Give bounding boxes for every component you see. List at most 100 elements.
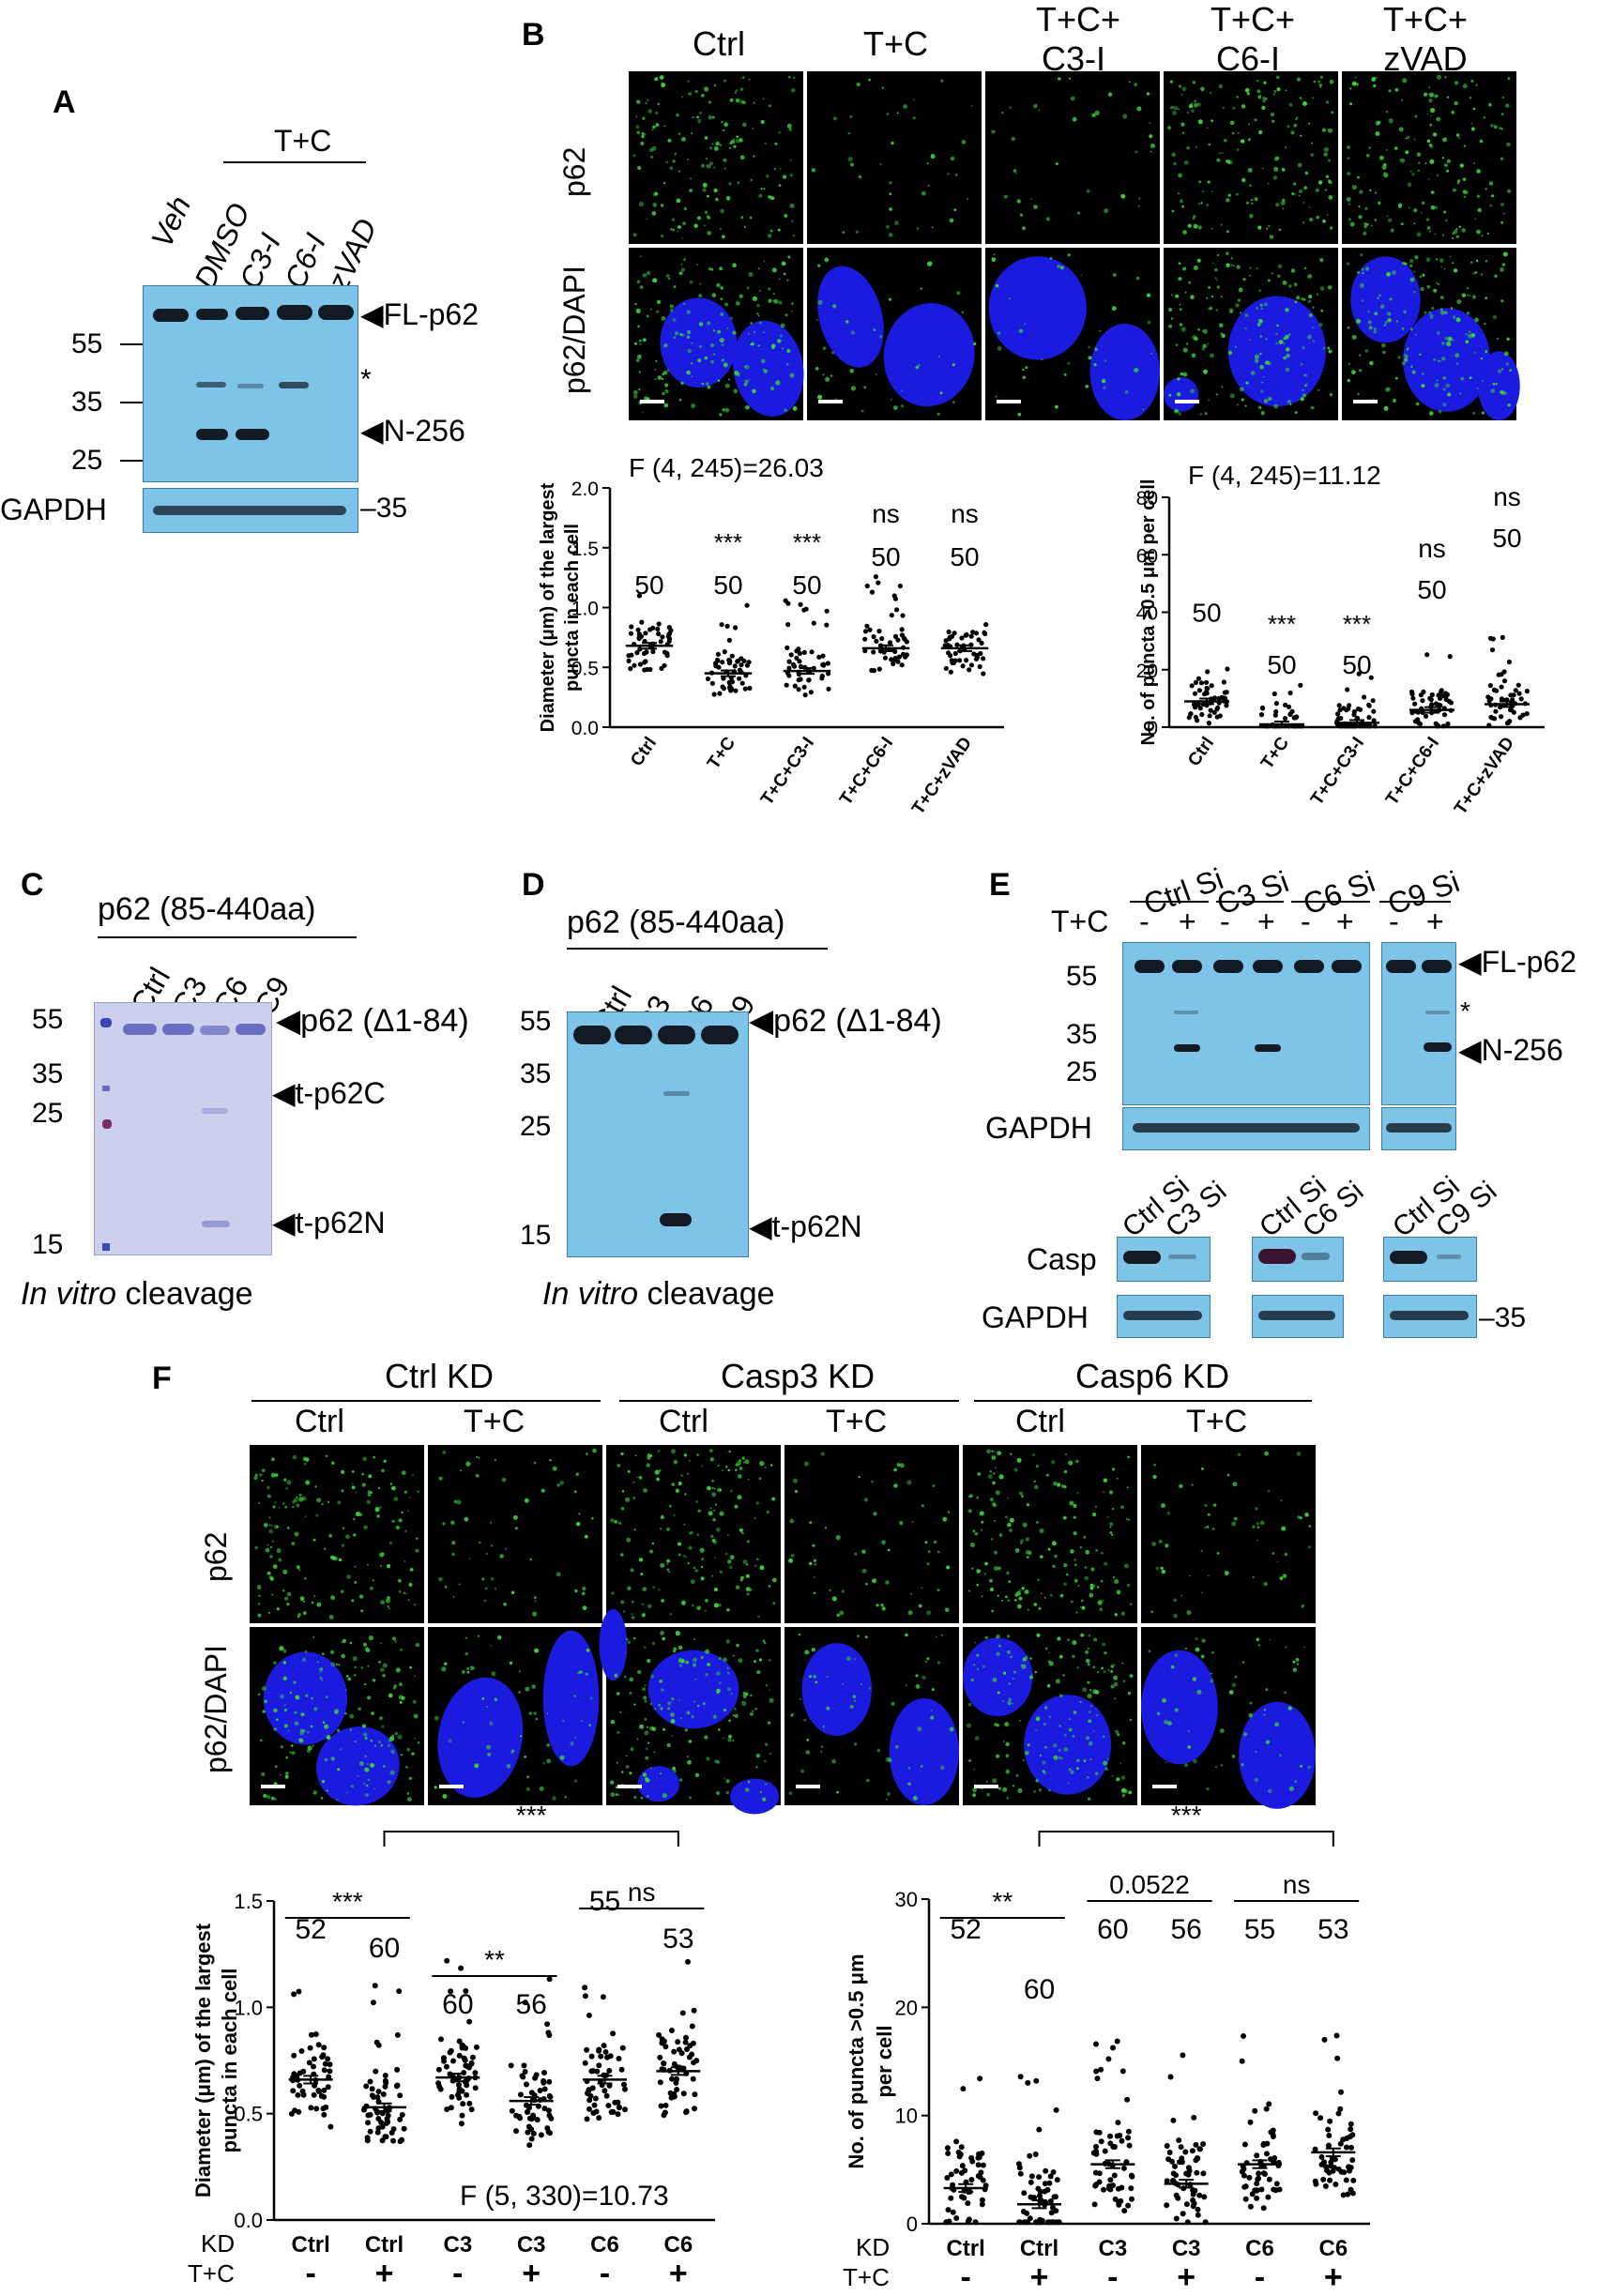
data-point	[375, 2042, 382, 2048]
data-point	[468, 2106, 475, 2113]
data-point	[726, 637, 732, 643]
y-axis-label: puncta in each cell	[562, 524, 583, 692]
row-label: p62	[557, 146, 591, 197]
y-tick-label: 80	[1136, 488, 1158, 509]
data-point	[1372, 723, 1378, 729]
data-point	[1345, 2191, 1351, 2197]
data-point	[1499, 672, 1504, 677]
n-label: 60	[369, 1933, 400, 1964]
data-point	[397, 2116, 404, 2122]
casp3-gapdh-blot	[1117, 1295, 1211, 1338]
data-point	[1440, 723, 1446, 729]
data-point	[1443, 696, 1449, 703]
data-point	[1289, 708, 1295, 714]
data-point	[871, 634, 876, 640]
data-point	[397, 2092, 404, 2099]
data-point	[374, 2129, 381, 2136]
data-point	[644, 649, 649, 655]
data-point	[825, 661, 830, 666]
data-point	[889, 657, 894, 662]
micrograph-tile	[1141, 1627, 1316, 1809]
data-point	[626, 658, 632, 663]
y-tick-label: 30	[895, 1888, 918, 1911]
x-tick-label: T+C	[704, 734, 739, 773]
data-point	[321, 2087, 327, 2093]
data-point	[290, 2088, 297, 2094]
data-point	[1021, 2190, 1028, 2197]
data-point	[711, 692, 717, 697]
data-point	[628, 631, 634, 636]
data-point	[1170, 2117, 1177, 2123]
data-point	[541, 2070, 547, 2076]
panel-a-group-line	[223, 161, 366, 163]
chart-b-diameter: 0.0 0.5 1.0 1.5 2.0 Diameter (μm) of the larg…	[538, 453, 1004, 818]
data-point	[977, 663, 982, 670]
data-point	[1420, 698, 1425, 704]
data-point	[647, 627, 653, 632]
data-point	[472, 2070, 479, 2076]
data-point	[1320, 2176, 1327, 2182]
data-point	[961, 2195, 967, 2201]
data-point	[1028, 2179, 1034, 2185]
data-point	[957, 658, 963, 663]
data-point	[586, 2106, 592, 2112]
data-point	[1195, 2206, 1201, 2212]
data-point	[661, 2112, 667, 2119]
data-point	[1036, 2174, 1043, 2181]
data-point	[584, 2046, 590, 2053]
treat-label: T+C	[843, 2263, 890, 2291]
data-point	[715, 651, 721, 657]
y-axis-label: No. of puncta >0.5 μm per cell	[1138, 479, 1159, 746]
band-label: ◀t-p62N	[272, 1206, 386, 1239]
data-point	[719, 622, 724, 628]
data-point	[662, 649, 668, 655]
data-point	[582, 1993, 588, 1999]
data-point	[1035, 2185, 1042, 2192]
x-tick-label: C3	[443, 2232, 472, 2258]
data-point	[616, 2056, 622, 2061]
data-point	[1193, 691, 1198, 696]
data-point	[643, 659, 648, 664]
data-point	[1092, 2169, 1099, 2176]
data-point	[1128, 2185, 1135, 2192]
data-point	[820, 661, 826, 668]
data-point	[796, 687, 801, 692]
data-point	[820, 653, 826, 659]
scale-bar	[261, 1785, 285, 1788]
data-point	[382, 2077, 388, 2084]
data-point	[1366, 715, 1372, 721]
data-point	[727, 659, 733, 664]
data-point	[692, 2091, 698, 2098]
data-point	[297, 2082, 303, 2089]
data-point	[1189, 2148, 1195, 2154]
scale-bar	[439, 1785, 464, 1788]
data-point	[438, 2036, 444, 2043]
micrograph-tile	[428, 1445, 602, 1623]
data-point	[717, 691, 723, 696]
data-point	[435, 2080, 442, 2087]
data-point	[1093, 2143, 1099, 2150]
data-point	[1046, 2180, 1053, 2186]
y-axis-label: Diameter (μm) of the largest	[538, 482, 558, 732]
data-point	[509, 2107, 515, 2114]
data-point	[691, 2007, 697, 2014]
data-point	[384, 2116, 390, 2122]
band-label: ◀p62 (Δ1-84)	[749, 1003, 942, 1039]
data-point	[464, 2091, 470, 2098]
y-tick-label: 2.0	[571, 479, 599, 500]
data-point	[525, 2123, 532, 2130]
data-point	[735, 658, 741, 663]
data-point	[739, 680, 745, 686]
casp3-blot	[1117, 1237, 1211, 1282]
data-point	[945, 2207, 952, 2213]
data-point	[1050, 2169, 1057, 2175]
data-point	[973, 631, 980, 636]
data-point	[602, 2088, 608, 2094]
panel-e-blot-2	[1381, 942, 1456, 1105]
panel-d-caption: In vitro cleavage	[542, 1276, 775, 1312]
data-point	[1196, 688, 1202, 693]
data-point	[1337, 2106, 1344, 2112]
data-point	[1111, 2144, 1118, 2151]
data-point	[958, 2169, 965, 2176]
data-point	[472, 2085, 479, 2091]
